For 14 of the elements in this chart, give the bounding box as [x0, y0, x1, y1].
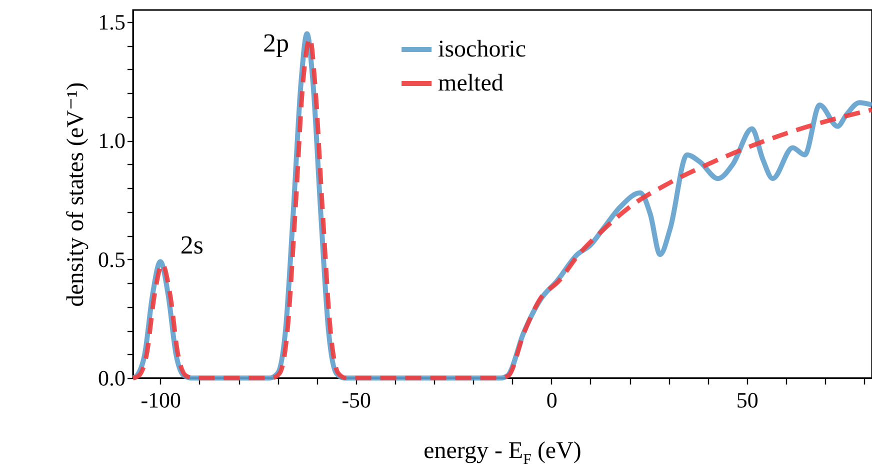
y-tick-label: 1.5 [98, 9, 126, 34]
y-tick-label: 0.0 [98, 366, 126, 390]
legend-label: isochoric [438, 36, 526, 62]
x-tick-label: -100 [140, 388, 182, 412]
legend-label: melted [438, 70, 504, 96]
y-axis-title: density of states (eV⁻¹) [63, 82, 89, 307]
x-tick-label: -50 [342, 388, 372, 412]
x-tick-label: 50 [736, 388, 758, 412]
annotation: 2p [262, 28, 289, 58]
x-axis-title: energy - E$_{F}$ (eV) [422, 438, 582, 469]
y-tick-label: 0.5 [98, 246, 126, 272]
x-tick-label: 0 [546, 388, 558, 412]
y-tick-label: 1.0 [98, 128, 126, 154]
annotation: 2s [180, 230, 204, 260]
